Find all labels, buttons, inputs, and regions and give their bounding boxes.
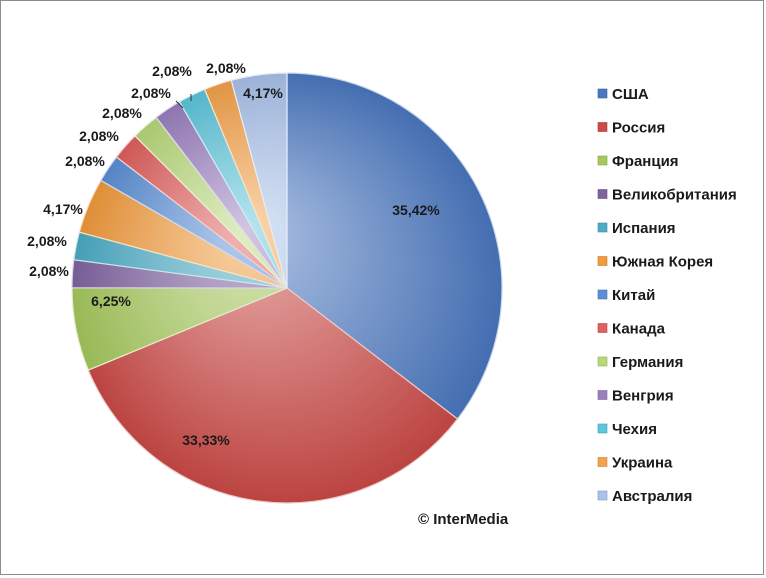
legend-label-12: Австралия bbox=[612, 488, 692, 505]
legend-label-0: США bbox=[612, 86, 649, 103]
legend-swatch-9 bbox=[597, 390, 608, 400]
pie-slice-1 bbox=[87, 287, 459, 504]
data-label-1: 33,33% bbox=[182, 432, 230, 448]
legend-swatch-1 bbox=[597, 122, 608, 132]
legend-label-1: Россия bbox=[612, 120, 665, 137]
legend-swatch-6 bbox=[597, 289, 608, 300]
legend-swatch-10 bbox=[597, 423, 608, 434]
watermark-text: © InterMedia bbox=[418, 511, 509, 528]
legend-label-11: Украина bbox=[612, 455, 673, 472]
pie-slices bbox=[71, 72, 503, 504]
legend-label-4: Испания bbox=[612, 220, 676, 237]
data-label-8: 2,08% bbox=[102, 105, 142, 121]
legend-label-3: Великобритания bbox=[612, 187, 737, 204]
legend-label-7: Канада bbox=[612, 321, 666, 338]
data-label-5: 4,17% bbox=[43, 201, 83, 217]
data-label-6: 2,08% bbox=[65, 153, 105, 169]
legend-label-6: Китай bbox=[612, 287, 655, 304]
data-label-10: 2,08% bbox=[152, 63, 192, 79]
legend-swatch-7 bbox=[597, 323, 608, 333]
legend-label-5: Южная Корея bbox=[612, 254, 713, 271]
data-label-9: 2,08% bbox=[131, 85, 171, 101]
legend-label-2: Франция bbox=[612, 153, 679, 170]
legend: США Россия Франция Великобритания Испания Южн… bbox=[597, 86, 737, 505]
leader-lines bbox=[175, 94, 192, 109]
legend-swatch-0 bbox=[597, 88, 608, 99]
leader-line-1 bbox=[175, 100, 184, 109]
legend-label-9: Венгрия bbox=[612, 388, 674, 405]
pie-slice-12 bbox=[230, 72, 288, 289]
legend-swatch-12 bbox=[597, 490, 608, 501]
legend-swatch-5 bbox=[597, 256, 608, 266]
data-labels: 35,42% 33,33% 6,25% 2,08% 2,08% 4,17% 2,08% 2,0… bbox=[27, 60, 440, 448]
data-label-11: 2,08% bbox=[206, 60, 246, 76]
legend-label-10: Чехия bbox=[612, 421, 657, 438]
legend-swatch-8 bbox=[597, 356, 608, 367]
legend-swatch-11 bbox=[597, 457, 608, 467]
data-label-12: 4,17% bbox=[243, 85, 283, 101]
data-label-7: 2,08% bbox=[79, 128, 119, 144]
data-label-2: 6,25% bbox=[91, 293, 131, 309]
legend-swatch-4 bbox=[597, 222, 608, 233]
legend-swatch-3 bbox=[597, 189, 608, 199]
legend-swatch-2 bbox=[597, 155, 608, 166]
data-label-0: 35,42% bbox=[392, 202, 440, 218]
data-label-3: 2,08% bbox=[29, 263, 69, 279]
legend-label-8: Германия bbox=[612, 354, 683, 371]
data-label-4: 2,08% bbox=[27, 233, 67, 249]
pie-slice-0 bbox=[286, 72, 503, 420]
